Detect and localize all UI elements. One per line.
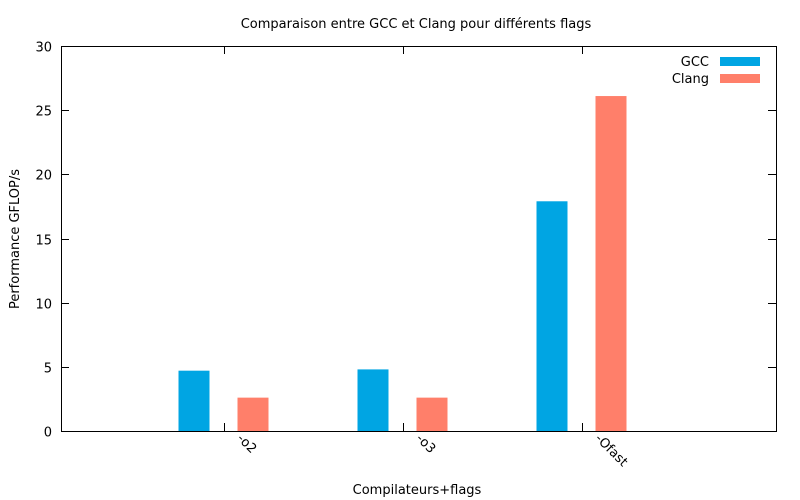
bar-clang-o3 [416, 397, 448, 431]
plot-frame [61, 46, 777, 432]
legend-label-gcc: GCC [681, 55, 709, 70]
x-tick-label: -o3 [413, 431, 439, 457]
bars-layer [178, 96, 627, 432]
y-tick-label: 30 [35, 41, 52, 56]
legend-swatch-clang [720, 74, 760, 83]
x-axis-label: Compilateurs+flags [353, 483, 482, 498]
y-tick-label: 0 [44, 426, 52, 441]
y-tick-label: 5 [44, 362, 52, 377]
y-axis-label: Performance GFLOP/s [8, 169, 23, 309]
x-tick-label: -Ofast [592, 431, 631, 470]
legend: GCC Clang [672, 55, 760, 87]
bar-gcc-ofast [536, 201, 568, 431]
bar-clang-o2 [237, 397, 269, 431]
y-tick-label: 10 [35, 298, 52, 313]
y-tick-label: 20 [35, 169, 52, 184]
y-tick-label: 15 [35, 234, 52, 249]
bar-gcc-o2 [178, 370, 210, 431]
bar-clang-ofast [595, 96, 627, 432]
x-tick-label: -o2 [234, 431, 260, 457]
bar-gcc-o3 [357, 369, 389, 431]
legend-label-clang: Clang [672, 72, 709, 87]
chart-title: Comparaison entre GCC et Clang pour diff… [241, 17, 592, 32]
axes-layer: 0 5 10 15 20 25 30 -o2 -o3 -Ofast [35, 41, 777, 470]
legend-swatch-gcc [720, 57, 760, 66]
y-tick-label: 25 [35, 105, 52, 120]
